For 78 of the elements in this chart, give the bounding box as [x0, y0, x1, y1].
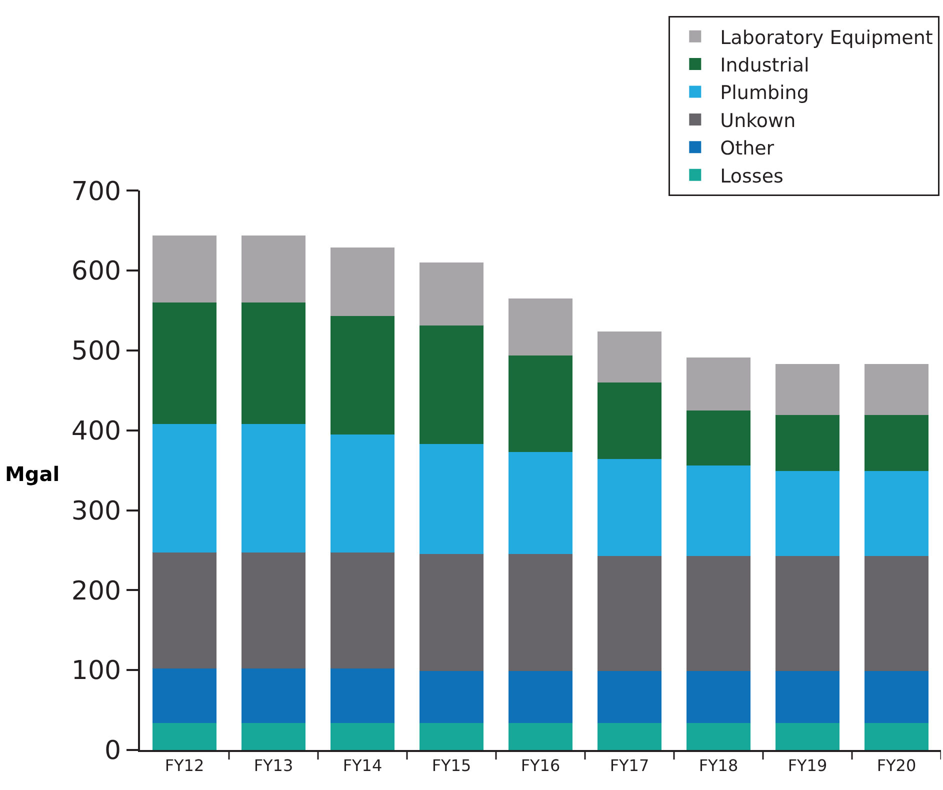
bar	[775, 415, 840, 472]
x-tick-label: FY19	[788, 756, 828, 775]
y-axis-title: Mgal	[5, 462, 60, 486]
y-tick-label: 0	[104, 736, 122, 766]
bar	[241, 552, 306, 668]
legend-label: Other	[720, 138, 774, 160]
y-tick-label: 400	[71, 416, 122, 446]
bar	[597, 459, 662, 556]
bar	[775, 364, 840, 416]
bar	[330, 434, 395, 553]
bar	[864, 722, 929, 750]
bar	[686, 670, 751, 723]
bar	[508, 452, 573, 554]
bar	[686, 722, 751, 750]
bar	[775, 722, 840, 750]
y-tick-label: 500	[71, 336, 122, 367]
bar	[864, 364, 929, 416]
bar	[597, 556, 662, 671]
bar	[419, 670, 484, 723]
bar	[864, 471, 929, 556]
bar	[597, 722, 662, 750]
y-tick-label: 300	[71, 496, 122, 526]
bar	[330, 552, 395, 668]
bar	[419, 326, 484, 444]
bar	[508, 722, 573, 750]
bar	[597, 382, 662, 460]
bar	[241, 722, 306, 750]
y-tick-label: 200	[71, 576, 122, 606]
bar	[330, 316, 395, 434]
x-tick-label: FY13	[254, 756, 294, 775]
y-tick-label: 700	[71, 176, 122, 207]
bar	[508, 670, 573, 723]
bar	[775, 471, 840, 556]
bar	[686, 410, 751, 466]
x-tick-label: FY16	[520, 756, 560, 775]
bar	[152, 302, 217, 424]
x-tick-label: FY20	[876, 756, 916, 775]
bar	[152, 235, 217, 303]
bar	[330, 247, 395, 316]
bar	[686, 358, 751, 410]
bar	[419, 444, 484, 554]
bar	[508, 298, 573, 356]
legend-label: Unkown	[720, 110, 796, 132]
bar	[241, 668, 306, 723]
bar	[152, 552, 217, 668]
legend-label: Plumbing	[720, 82, 809, 104]
bar	[686, 556, 751, 671]
bar	[864, 670, 929, 723]
bar	[241, 424, 306, 553]
bar	[597, 670, 662, 723]
legend-label: Laboratory Equipment	[720, 26, 933, 49]
bar	[241, 302, 306, 424]
bar	[152, 722, 217, 750]
bar	[597, 331, 662, 382]
x-tick-label: FY18	[698, 756, 738, 775]
bar	[508, 355, 573, 452]
bar	[419, 722, 484, 750]
y-tick-label: 600	[71, 256, 122, 287]
legend-label: Industrial	[720, 54, 810, 76]
x-tick-label: FY12	[164, 756, 204, 775]
legend-label: Losses	[720, 165, 784, 188]
y-tick-label: 100	[71, 656, 122, 686]
bar	[686, 466, 751, 556]
bar	[152, 424, 217, 553]
bar	[241, 235, 306, 303]
bar	[330, 668, 395, 723]
bar	[419, 554, 484, 671]
x-tick-label: FY17	[610, 756, 650, 775]
x-tick-label: FY14	[342, 756, 382, 775]
bar	[330, 722, 395, 750]
bar	[419, 262, 484, 326]
bar	[864, 415, 929, 472]
bar	[775, 556, 840, 671]
bar	[508, 554, 573, 671]
bar	[864, 556, 929, 671]
x-tick-label: FY15	[432, 756, 472, 775]
bar	[152, 668, 217, 723]
bar	[775, 670, 840, 723]
